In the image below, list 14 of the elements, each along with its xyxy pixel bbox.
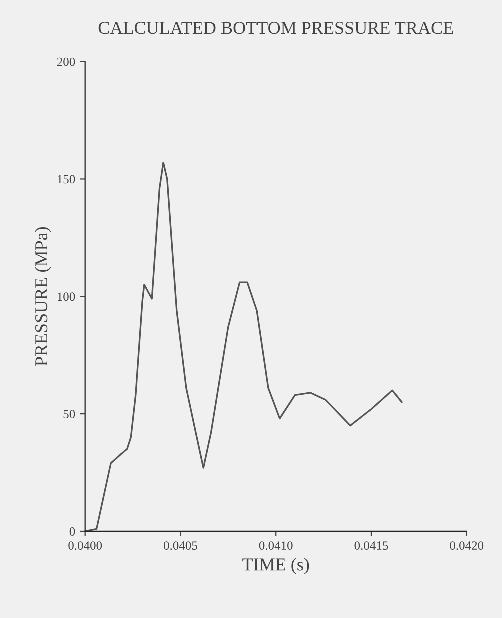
x-axis-title: TIME (s) (242, 558, 310, 574)
y-tick-label: 50 (64, 410, 76, 419)
x-tick-label: 0.0410 (259, 542, 293, 550)
y-axis-title: PRESSURE (MPa) (34, 227, 52, 366)
x-tick-label: 0.0405 (164, 542, 198, 550)
y-tick-label: 150 (58, 175, 76, 184)
chart-title: CALCULATED BOTTOM PRESSURE TRACE (98, 22, 454, 34)
y-tick-label: 200 (57, 58, 76, 66)
y-tick-label: 0 (70, 528, 76, 536)
line-series (85, 162, 403, 532)
y-tick-label: 100 (58, 292, 76, 302)
x-tick-label: 0.0415 (354, 542, 388, 550)
x-tick-label: 0.0420 (450, 542, 484, 550)
x-tick-label: 0.0400 (68, 542, 102, 550)
